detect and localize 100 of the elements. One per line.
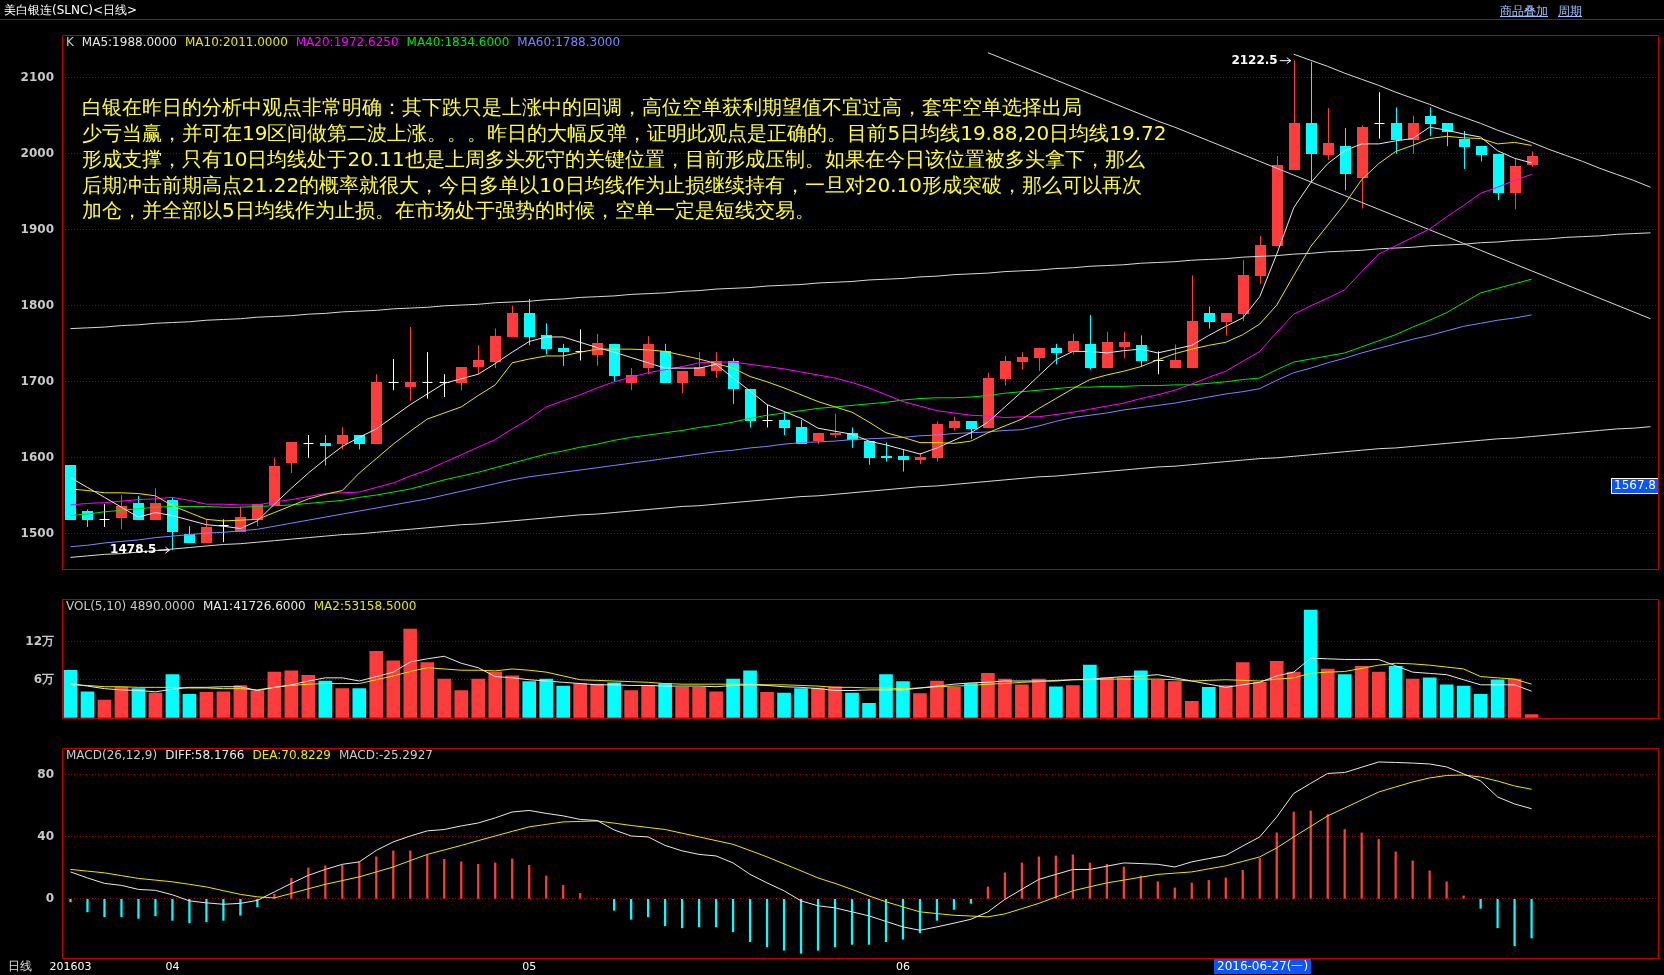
- bar: [386, 660, 401, 718]
- bar: [1218, 685, 1233, 718]
- bar: [879, 674, 893, 718]
- bar: [811, 687, 825, 718]
- bar: [1530, 899, 1533, 939]
- bar: [471, 678, 486, 718]
- text: MA60:1788.3000: [517, 35, 621, 50]
- bar: [930, 680, 944, 718]
- bar: [1337, 674, 1352, 718]
- y-tick-label: 40: [37, 829, 54, 844]
- candlestick: [337, 426, 348, 450]
- annotation: 后期冲击前期高点21.22的概率就很大，今日多单以10日均线作为止损继续持有，一旦对20.10形成突破，那么可以再次: [82, 172, 1142, 197]
- text: MA10:2011.0000: [185, 35, 288, 50]
- candlestick: [1000, 355, 1011, 387]
- text: MA40:1834.6000: [406, 35, 510, 50]
- x-tick-label: 05: [522, 960, 537, 974]
- candlestick: [1068, 333, 1079, 355]
- candlestick: [1170, 344, 1181, 368]
- bar: [562, 885, 565, 899]
- bar: [352, 688, 367, 718]
- bar: [1066, 685, 1080, 718]
- annotation: 加仓，并全部以5日均线作为止损。在市场处于强势的时候，空单一定是短线交易。: [82, 198, 815, 223]
- candlestick: [898, 448, 909, 473]
- y-tick-label: 1800: [20, 297, 54, 312]
- text: 商品叠加: [1500, 3, 1548, 20]
- x-tick-label: 06: [895, 960, 910, 974]
- bar: [607, 682, 621, 718]
- bar: [188, 899, 191, 924]
- bar: [335, 688, 350, 718]
- candlestick: [1408, 115, 1419, 155]
- bar: [1439, 684, 1454, 718]
- bar: [1100, 677, 1114, 718]
- bar: [369, 650, 384, 718]
- candlestick: [99, 503, 110, 528]
- bar: [454, 690, 469, 718]
- annotation: 少亏当赢，并可在19区间做第二波上涨。。。昨日的大幅反弹，证明此观点是正确的。目前5日均线19.88,20日均线19.72: [82, 121, 1167, 146]
- bar: [63, 669, 78, 718]
- bar: [154, 899, 157, 917]
- annotation: 1478.5: [110, 542, 157, 557]
- bar: [896, 681, 910, 718]
- bar: [1388, 666, 1403, 718]
- bar: [743, 670, 757, 718]
- chart-title: 美白银连(SLNC)<日线>: [4, 2, 138, 19]
- candlestick: [779, 411, 790, 436]
- candlestick: [320, 434, 331, 466]
- bar: [1133, 670, 1148, 718]
- text: MA20:1972.6250: [295, 35, 399, 50]
- bar: [420, 662, 435, 718]
- bar: [1479, 899, 1482, 909]
- bar: [947, 687, 961, 718]
- bar: [969, 899, 973, 904]
- bar: [1490, 679, 1505, 718]
- candlestick: [286, 441, 297, 474]
- candlestick: [1136, 334, 1147, 368]
- bar: [182, 694, 197, 718]
- bar: [1445, 881, 1448, 899]
- bar: [692, 687, 706, 718]
- candlestick: [1085, 314, 1096, 371]
- bar: [488, 671, 503, 718]
- x-tick-label: 04: [165, 960, 180, 974]
- bar: [613, 899, 616, 911]
- bar: [250, 690, 265, 718]
- bar: [505, 675, 520, 718]
- bar: [1156, 881, 1159, 899]
- bar: [1513, 899, 1516, 947]
- bar: [86, 899, 89, 913]
- text: MA5:1988.0000: [81, 35, 178, 50]
- text: 2016-06-27(一): [1217, 959, 1309, 974]
- legend-title: K: [66, 35, 75, 50]
- bar: [403, 628, 418, 718]
- x-tick-label: 201603: [49, 960, 92, 974]
- bar: [1235, 662, 1250, 718]
- candlestick: [1425, 106, 1436, 137]
- bar: [148, 692, 163, 718]
- bar: [1303, 609, 1318, 718]
- bar: [556, 685, 571, 718]
- bar: [1083, 664, 1097, 718]
- candlestick: [1051, 343, 1062, 365]
- bar: [573, 683, 588, 718]
- candlestick: [1374, 91, 1385, 140]
- bar: [1422, 677, 1437, 718]
- bar: [709, 691, 723, 718]
- bar: [137, 899, 140, 919]
- bar: [267, 671, 282, 718]
- candlestick: [881, 442, 892, 463]
- bar: [216, 691, 231, 718]
- legend-title: MACD(26,12,9): [66, 748, 158, 763]
- y-tick-label: 1900: [20, 221, 54, 236]
- bar: [318, 680, 333, 718]
- bar: [726, 678, 740, 718]
- text: 周期: [1558, 3, 1582, 20]
- bar: [1354, 666, 1369, 718]
- annotation: MACD:-25.2927: [338, 748, 433, 763]
- legend-title: VOL(5,10) 4890.0000: [66, 599, 195, 614]
- candlestick: [405, 326, 416, 402]
- bar: [845, 692, 859, 718]
- bar: [913, 693, 927, 718]
- bar: [1117, 677, 1131, 718]
- bar: [1252, 681, 1267, 718]
- bar: [579, 893, 582, 899]
